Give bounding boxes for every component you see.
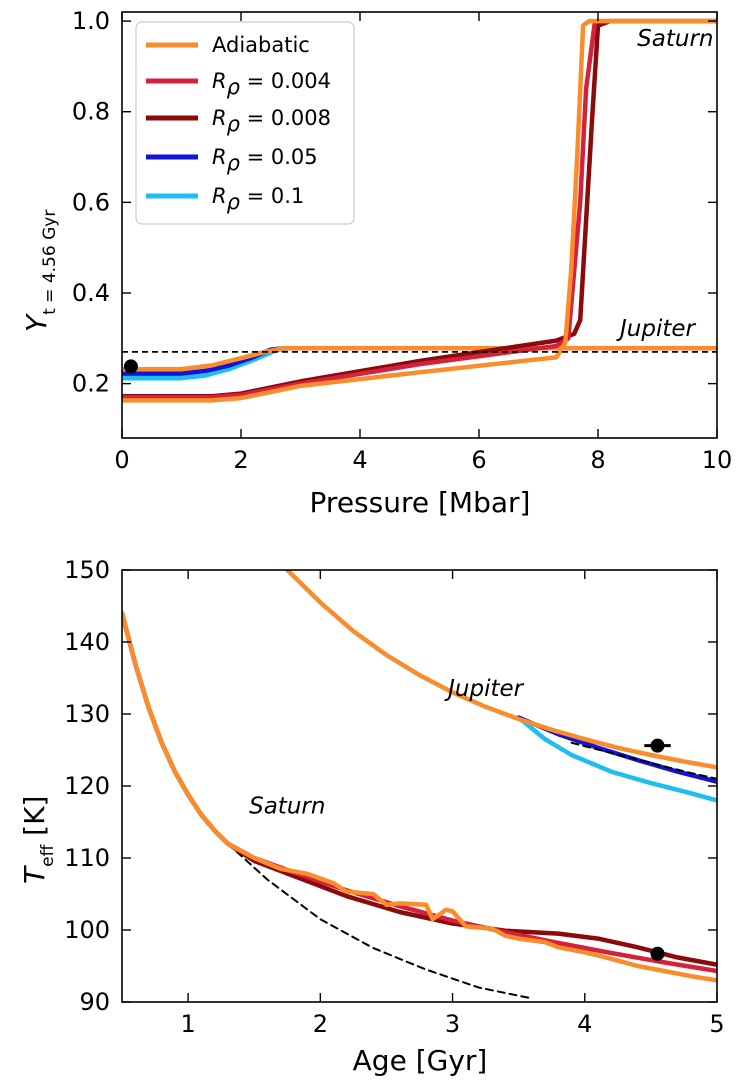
top-x-axis-label: Pressure [Mbar]	[310, 486, 531, 519]
top-x-tick-label-5: 10	[702, 446, 733, 474]
top-annotation-1: Jupiter	[616, 316, 697, 342]
legend-entry-2: Rρ = 0.008	[146, 106, 331, 136]
legend-entry-0: Adiabatic	[146, 33, 310, 57]
bottom-x-axis-label: Age [Gyr]	[353, 1044, 488, 1077]
top-series-group	[122, 18, 717, 403]
bottom-extras-group	[644, 738, 671, 961]
bottom-x-tick-label-1: 2	[313, 1010, 328, 1038]
legend-entry-1: Rρ = 0.004	[146, 69, 331, 99]
bottom-y-axis-label: Teff [K]	[18, 796, 58, 884]
bottom-series-line-0	[226, 842, 533, 1000]
bottom-observation-point-0	[644, 738, 671, 753]
legend-frame	[135, 21, 355, 225]
top-x-tick-label-0: 0	[114, 446, 129, 474]
legend-label-0: Adiabatic	[212, 33, 310, 57]
bottom-y-tick-label-1: 100	[64, 916, 110, 944]
bottom-series-group	[122, 570, 717, 1000]
bottom-x-tick-label-3: 4	[577, 1010, 592, 1038]
bottom-x-tick-label-4: 5	[709, 1010, 724, 1038]
bottom-annotation-1: Saturn	[249, 793, 325, 819]
top-y-tick-label-0: 0.2	[72, 370, 110, 398]
bottom-ticks-group: 1 2 3 4 5 90 100 110 120 130 140 150	[64, 556, 724, 1038]
top-series-line-2	[122, 346, 717, 372]
top-y-axis-label: Yt = 4.56 Gyr	[20, 210, 60, 332]
bottom-series-line-7	[122, 610, 717, 983]
top-extras-group	[122, 350, 717, 374]
legend-entry-3: Rρ = 0.05	[146, 145, 318, 175]
top-series-line-5	[122, 18, 717, 403]
top-y-tick-label-2: 0.6	[72, 188, 110, 216]
bottom-x-tick-label-0: 1	[180, 1010, 195, 1038]
bottom-y-tick-label-0: 90	[79, 988, 110, 1016]
top-y-tick-label-1: 0.4	[72, 279, 110, 307]
bottom-annotation-0: Jupiter	[444, 676, 525, 702]
top-observation-point-0	[123, 359, 138, 374]
bottom-y-tick-label-5: 140	[64, 628, 110, 656]
pressure-helium-panel: 0 2 4 6 8 10 0.2 0.4 0.6 0.8 1.0 Adiabatic Rρ = 0.…	[20, 7, 732, 519]
top-x-tick-label-2: 4	[352, 446, 367, 474]
legend-label-2: Rρ = 0.008	[212, 106, 331, 136]
legend-entry-4: Rρ = 0.1	[146, 184, 304, 214]
legend: Adiabatic Rρ = 0.004 Rρ = 0.008 Rρ = 0.0…	[135, 21, 355, 225]
legend-label-3: Rρ = 0.05	[212, 145, 318, 175]
bottom-series-line-4	[285, 570, 717, 770]
bottom-x-tick-label-2: 3	[445, 1010, 460, 1038]
legend-label-1: Rρ = 0.004	[212, 69, 331, 99]
bottom-observation-point-1	[650, 946, 665, 961]
top-x-tick-label-3: 6	[471, 446, 486, 474]
top-y-tick-label-3: 0.8	[72, 98, 110, 126]
bottom-plot-frame	[121, 569, 718, 1003]
bottom-y-tick-label-2: 110	[64, 844, 110, 872]
top-x-tick-label-1: 2	[233, 446, 248, 474]
bottom-y-tick-label-6: 150	[64, 556, 110, 584]
top-x-tick-label-4: 8	[590, 446, 605, 474]
top-annotation-0: Saturn	[637, 26, 713, 52]
top-y-tick-label-4: 1.0	[72, 7, 110, 35]
bottom-y-tick-label-3: 120	[64, 772, 110, 800]
bottom-series-line-3	[570, 741, 717, 780]
top-ticks-group: 0 2 4 6 8 10 0.2 0.4 0.6 0.8 1.0	[72, 7, 732, 474]
top-series-line-4	[122, 18, 717, 400]
bottom-series-line-1	[516, 715, 717, 803]
bottom-y-tick-label-4: 130	[64, 700, 110, 728]
top-plot-frame	[121, 11, 718, 439]
legend-label-4: Rρ = 0.1	[212, 184, 304, 214]
age-teff-panel: 1 2 3 4 5 90 100 110 120 130 140 150 Age [Gyr] Teff…	[18, 556, 725, 1077]
